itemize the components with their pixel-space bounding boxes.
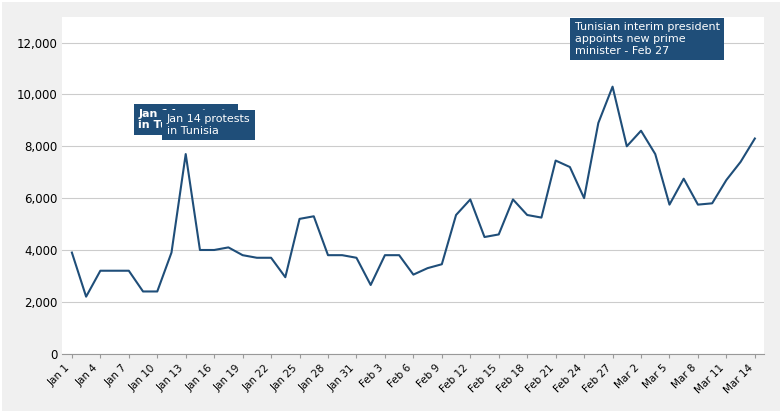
- Text: Jan 14 protests
in Tunisia: Jan 14 protests in Tunisia: [167, 114, 251, 136]
- Text: Jan 14 protests
in Tunisia: Jan 14 protests in Tunisia: [138, 108, 234, 130]
- Text: Tunisian interim president
appoints new prime
minister - Feb 27: Tunisian interim president appoints new …: [575, 22, 719, 56]
